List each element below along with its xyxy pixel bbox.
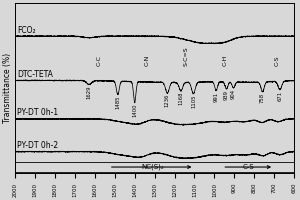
Text: 1168: 1168 [178,92,183,105]
Bar [15,162,294,172]
Text: DTC-TETA: DTC-TETA [17,70,53,79]
Text: 939: 939 [224,90,229,100]
Text: 904: 904 [231,89,236,99]
Text: 1105: 1105 [191,95,196,108]
Text: 991: 991 [214,92,219,102]
Text: C-S: C-S [274,55,280,66]
Text: FCO₂: FCO₂ [17,26,36,35]
Text: NC(S)₂: NC(S)₂ [141,163,164,170]
Text: 1400: 1400 [132,104,137,117]
Text: 1485: 1485 [115,96,120,109]
Text: PY-DT 0h-1: PY-DT 0h-1 [17,108,59,117]
Text: C-H: C-H [223,54,228,66]
Text: 1236: 1236 [165,94,170,107]
Y-axis label: Transmittance (%): Transmittance (%) [4,53,13,123]
Text: S-C=S: S-C=S [184,46,189,66]
Text: C-S: C-S [242,164,254,170]
Text: PY-DT 0h-2: PY-DT 0h-2 [17,141,59,150]
Text: C-N: C-N [144,54,149,66]
Text: 1629: 1629 [87,85,92,99]
Text: 671: 671 [278,91,282,101]
Text: C-C: C-C [96,55,101,66]
Text: 758: 758 [260,93,265,103]
